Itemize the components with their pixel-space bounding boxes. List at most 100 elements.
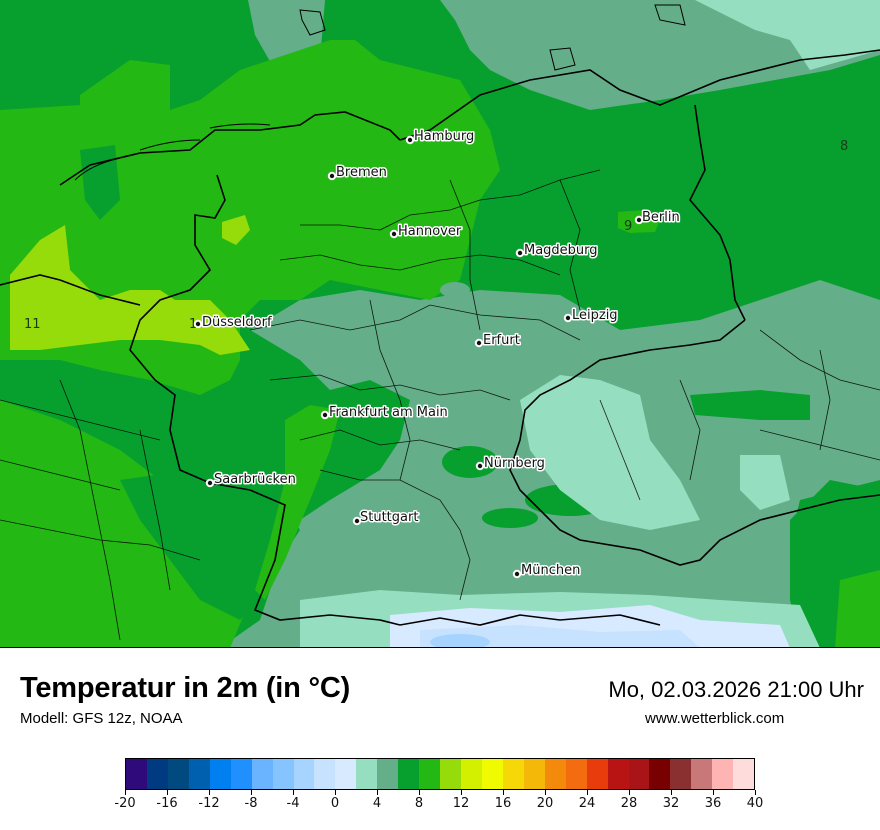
city-hannover[interactable]: Hannover — [389, 223, 463, 241]
tick-mark — [460, 790, 462, 795]
colorbar-segment — [126, 759, 147, 789]
colorbar-segment — [272, 759, 294, 789]
colorbar-segment — [188, 759, 210, 789]
colorbar-segment — [670, 759, 692, 789]
city-erfurt[interactable]: Erfurt — [474, 332, 521, 350]
temp-band-8-10 — [118, 65, 168, 115]
colorbar-segment — [712, 759, 734, 789]
city-saarbruecken[interactable]: Saarbrücken — [205, 471, 297, 489]
tick-label: -20 — [114, 796, 136, 811]
city-magdeburg[interactable]: Magdeburg — [515, 242, 599, 260]
tick-label: 4 — [372, 796, 382, 811]
contour-label-9: 9 — [624, 219, 632, 234]
temp-band-8-10 — [0, 400, 250, 647]
colorbar-segment — [398, 759, 420, 789]
tick-mark — [292, 790, 294, 795]
model-source: Modell: GFS 12z, NOAA — [20, 710, 183, 727]
colorbar-segment — [167, 759, 189, 789]
tick-mark — [754, 790, 756, 795]
city-markers: Hamburg Bremen Hannover Berlin Magdeburg… — [193, 128, 681, 580]
country-borders — [0, 49, 880, 626]
tick-label: 40 — [746, 796, 764, 811]
svg-text:Magdeburg: Magdeburg — [524, 243, 598, 258]
tick-label: -16 — [156, 796, 178, 811]
temp-band-2-4 — [695, 0, 880, 70]
colorbar-segment — [502, 759, 524, 789]
colorbar-segment — [481, 759, 503, 789]
temperature-map: 9 8 11 1 Hamburg Bremen Hannover Berlin … — [0, 0, 880, 648]
svg-text:Leipzig: Leipzig — [572, 308, 618, 323]
tick-mark — [334, 790, 336, 795]
city-duesseldorf[interactable]: Düsseldorf — [193, 314, 273, 332]
tick-mark — [544, 790, 546, 795]
colorbar-segment — [293, 759, 315, 789]
colorbar-segment — [586, 759, 608, 789]
temp-band-8-10 — [835, 570, 880, 647]
tick-mark — [502, 790, 504, 795]
colorbar-segment — [461, 759, 482, 789]
tick-label: -12 — [198, 796, 220, 811]
colorbar-segment — [251, 759, 273, 789]
tick-mark — [250, 790, 252, 795]
colorbar-segment — [377, 759, 399, 789]
chart-title: Temperatur in 2m (in °C) — [20, 672, 351, 704]
colorbar-segment — [419, 759, 441, 789]
svg-text:Hamburg: Hamburg — [414, 129, 474, 144]
svg-text:Berlin: Berlin — [642, 210, 680, 225]
temperature-colorbar — [125, 758, 755, 790]
city-stuttgart[interactable]: Stuttgart — [352, 509, 420, 527]
city-bremen[interactable]: Bremen — [327, 164, 388, 182]
tick-mark — [418, 790, 420, 795]
svg-text:Hannover: Hannover — [398, 224, 462, 239]
forecast-datetime: Mo, 02.03.2026 21:00 Uhr — [608, 677, 864, 702]
city-nuernberg[interactable]: Nürnberg — [475, 455, 546, 473]
svg-text:Stuttgart: Stuttgart — [360, 510, 418, 525]
colorbar-segment — [649, 759, 671, 789]
city-leipzig[interactable]: Leipzig — [563, 307, 619, 325]
colorbar-segment — [314, 759, 336, 789]
colorbar-segment — [565, 759, 587, 789]
temp-band-10-12 — [10, 225, 250, 355]
tick-mark — [586, 790, 588, 795]
city-hamburg[interactable]: Hamburg — [405, 128, 476, 146]
temp-band-6-8 — [442, 446, 498, 478]
tick-mark — [628, 790, 630, 795]
tick-mark — [124, 790, 126, 795]
temp-band-2-4 — [520, 375, 700, 530]
tick-mark — [712, 790, 714, 795]
temp-band-2-4 — [740, 455, 790, 510]
svg-text:Erfurt: Erfurt — [483, 333, 520, 348]
website-link[interactable]: www.wetterblick.com — [645, 710, 785, 727]
coastline-islands — [74, 4, 686, 181]
state-borders — [0, 169, 880, 641]
tick-label: 24 — [578, 796, 596, 811]
city-muenchen[interactable]: München — [512, 562, 582, 580]
colorbar-segment — [544, 759, 566, 789]
colorbar-segment — [607, 759, 629, 789]
temp-band-10-12 — [222, 215, 250, 245]
colorbar-segment — [691, 759, 713, 789]
colorbar-segment — [230, 759, 252, 789]
contour-label-8: 8 — [840, 139, 848, 154]
tick-mark — [376, 790, 378, 795]
colorbar-segment — [209, 759, 231, 789]
tick-mark — [166, 790, 168, 795]
svg-text:Düsseldorf: Düsseldorf — [202, 315, 272, 330]
tick-label: -4 — [286, 796, 300, 811]
tick-label: 32 — [662, 796, 680, 811]
colorbar-segment — [335, 759, 357, 789]
city-berlin[interactable]: Berlin — [634, 209, 681, 227]
city-frankfurt[interactable]: Frankfurt am Main — [320, 404, 449, 422]
svg-text:Bremen: Bremen — [336, 165, 387, 180]
svg-text:München: München — [521, 563, 580, 578]
contour-label-11: 11 — [24, 317, 41, 332]
tick-label: 20 — [536, 796, 554, 811]
svg-text:Frankfurt am Main: Frankfurt am Main — [329, 405, 448, 420]
colorbar-segment — [440, 759, 461, 789]
colorbar-segment — [733, 759, 755, 789]
colorbar-segment — [523, 759, 545, 789]
tick-label: 12 — [452, 796, 470, 811]
temp-band-6-8 — [482, 508, 538, 528]
contour-label-1: 1 — [189, 317, 197, 332]
temp-band-6-8 — [80, 145, 120, 220]
